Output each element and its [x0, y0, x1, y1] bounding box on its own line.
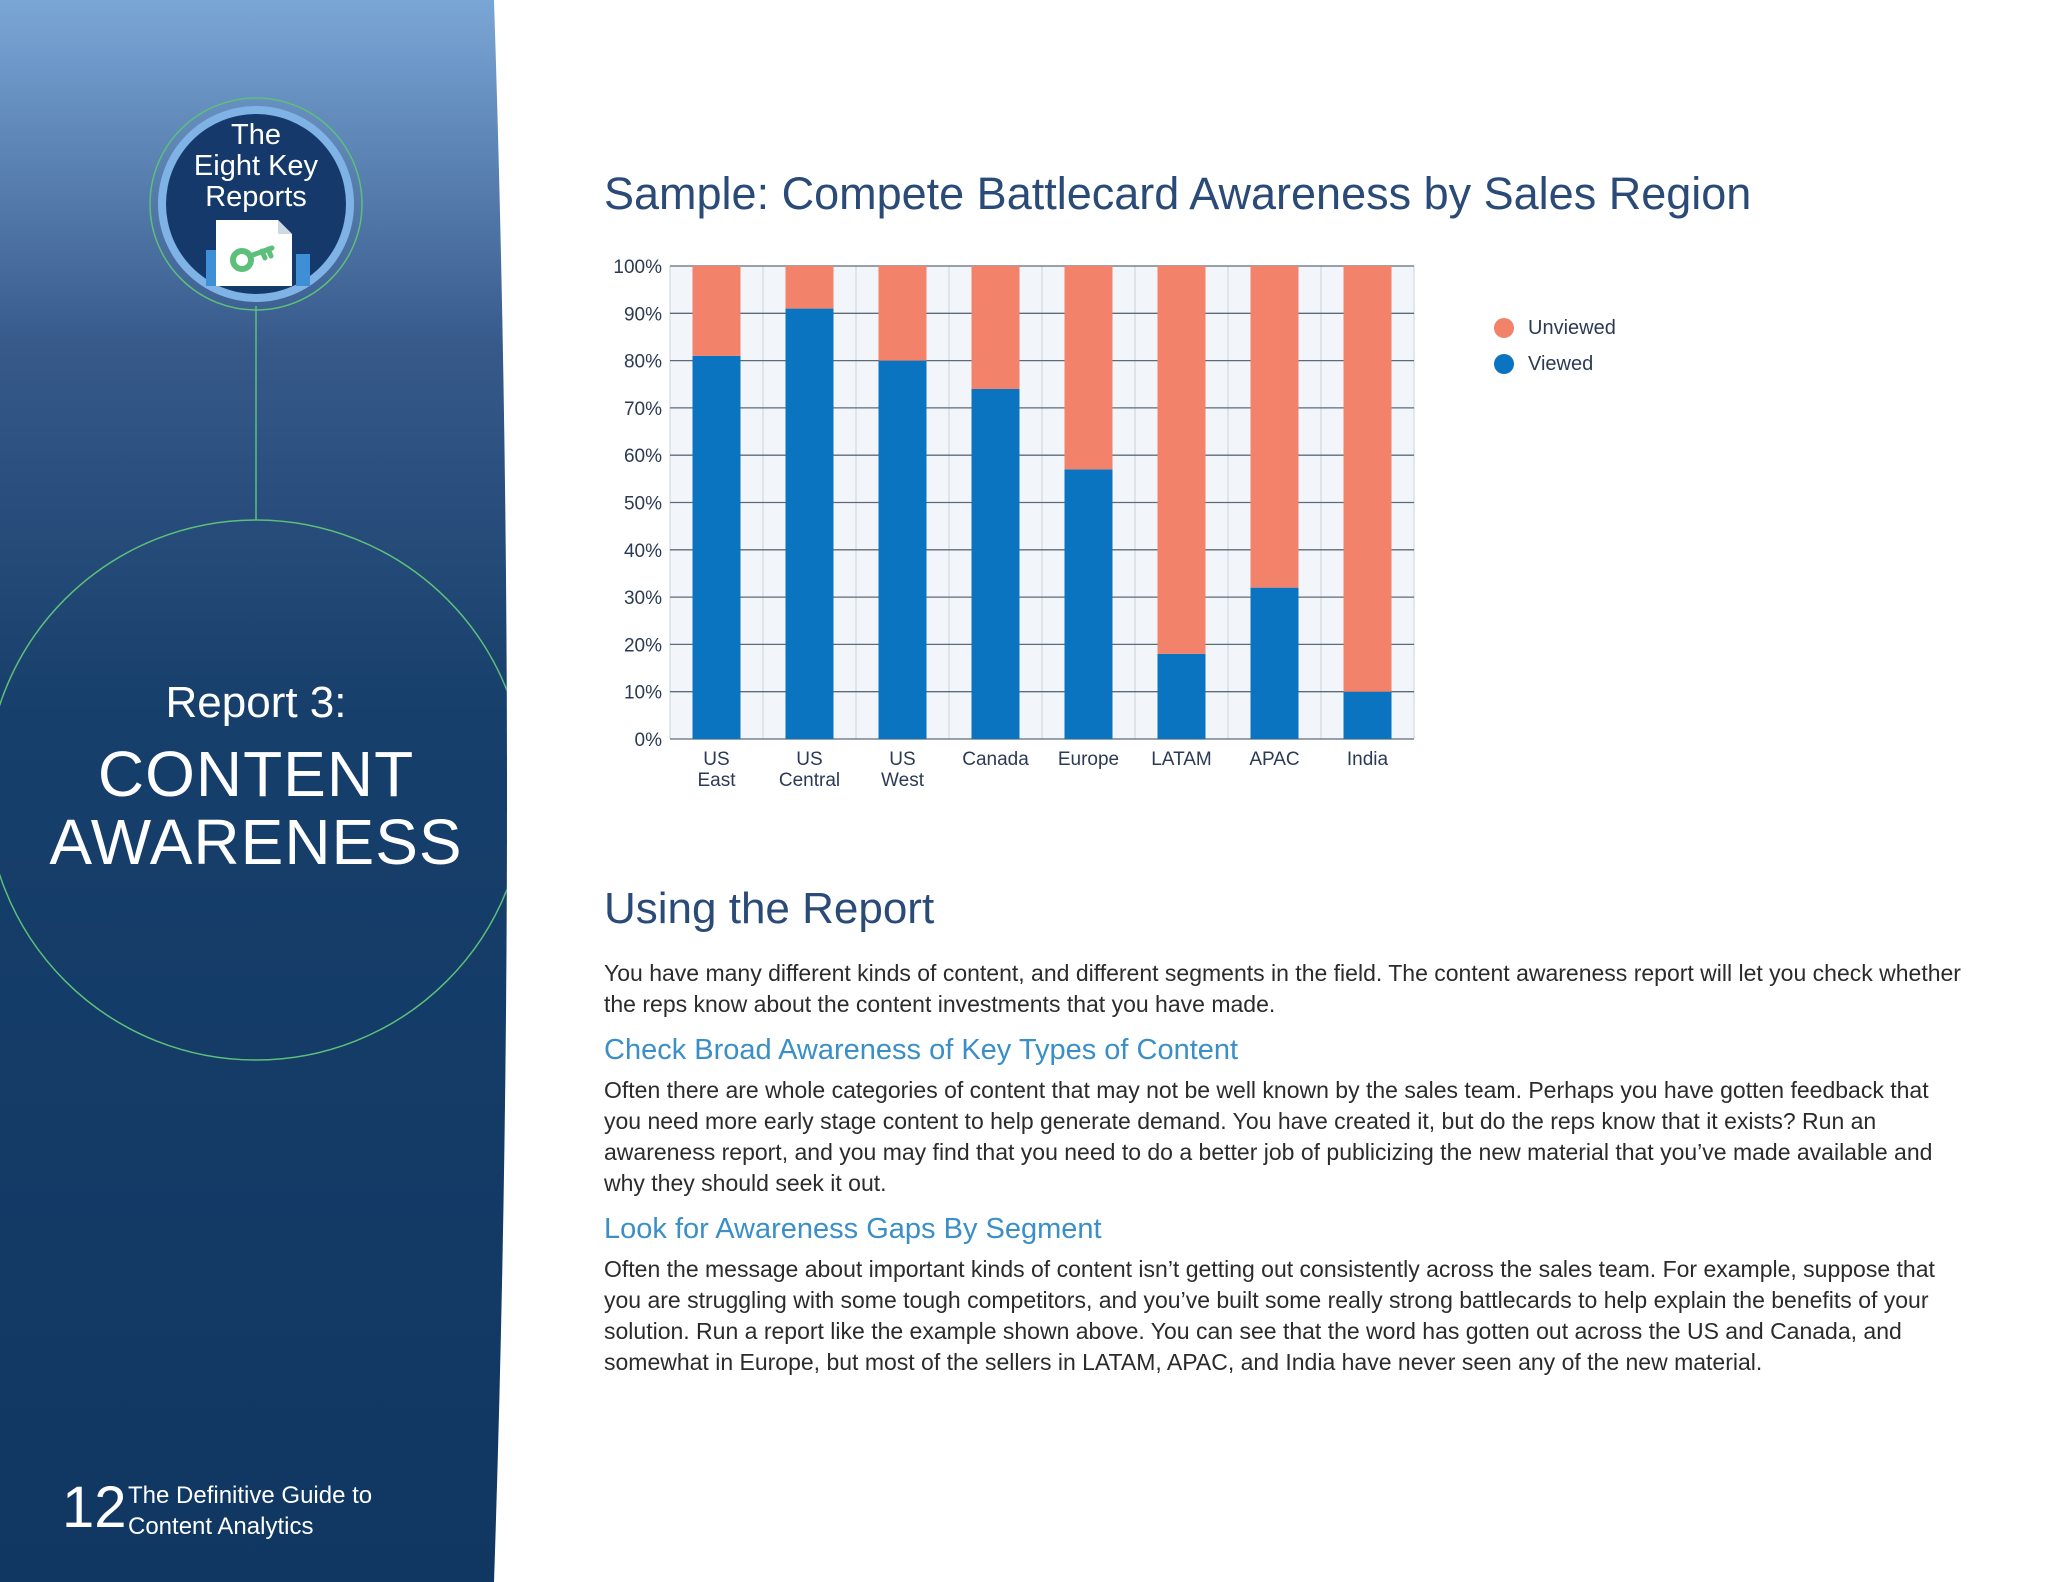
bar-viewed-apac — [1250, 587, 1299, 739]
y-tick-label: 0% — [635, 730, 663, 751]
chart-title: Sample: Compete Battlecard Awareness by … — [604, 168, 1752, 219]
report-circle — [0, 519, 507, 1061]
guide-title-line-2: Content Analytics — [128, 1513, 314, 1540]
stacked-bar-chart: 0%10%20%30%40%50%60%70%80%90%100% USEast… — [613, 257, 1415, 791]
subsection-heading-gaps: Look for Awareness Gaps By Segment — [604, 1213, 1102, 1245]
bar-unviewed-us-west — [878, 266, 927, 361]
legend-swatch-viewed — [1494, 354, 1514, 374]
document-key-icon — [216, 220, 292, 286]
legend-item-unviewed: Unviewed — [1494, 310, 1616, 346]
y-tick-label: 40% — [624, 541, 662, 562]
bar-unviewed-india — [1343, 266, 1392, 692]
x-tick-label: Central — [779, 770, 840, 791]
x-tick-label: East — [697, 770, 736, 791]
badge-line-1: The — [231, 119, 281, 151]
report-title: CONTENT AWARENESS — [40, 740, 472, 876]
guide-title: The Definitive Guide to Content Analytic… — [128, 1480, 372, 1542]
y-tick-label: 50% — [624, 494, 662, 515]
bar-viewed-us-central — [785, 308, 834, 739]
legend-label-unviewed: Unviewed — [1528, 316, 1616, 339]
y-tick-label: 90% — [624, 304, 662, 325]
legend-label-viewed: Viewed — [1528, 352, 1594, 375]
guide-title-line-1: The Definitive Guide to — [128, 1482, 373, 1509]
x-tick-label: US — [796, 749, 822, 770]
bar-viewed-europe — [1064, 469, 1113, 739]
bar-viewed-us-east — [692, 355, 741, 739]
page-number: 12 — [62, 1475, 127, 1540]
bar-unviewed-us-east — [692, 266, 741, 356]
chart-legend: Unviewed Viewed — [1494, 310, 1616, 382]
sidebar-background — [0, 0, 507, 1582]
bar-unviewed-apac — [1250, 266, 1299, 588]
y-tick-label: 60% — [624, 446, 662, 467]
x-tick-label: Europe — [1058, 749, 1119, 770]
badge-line-3: Reports — [205, 181, 307, 213]
x-tick-label: India — [1347, 749, 1389, 770]
legend-item-viewed: Viewed — [1494, 346, 1616, 382]
bar-unviewed-europe — [1064, 266, 1113, 470]
badge-text: The Eight Key Reports — [156, 120, 356, 213]
x-tick-label: LATAM — [1151, 749, 1212, 770]
bar-unviewed-canada — [971, 266, 1020, 389]
x-tick-label: West — [881, 770, 925, 791]
bar-viewed-latam — [1157, 653, 1206, 739]
badge-line-2: Eight Key — [193, 150, 319, 182]
y-tick-label: 30% — [624, 588, 662, 609]
y-tick-label: 10% — [624, 683, 662, 704]
subsection-text-gaps: Often the message about important kinds … — [604, 1256, 1935, 1375]
y-tick-label: 20% — [624, 635, 662, 656]
intro-paragraph: You have many different kinds of content… — [604, 960, 1961, 1017]
bar-viewed-canada — [971, 388, 1020, 739]
section-title: Using the Report — [604, 884, 935, 933]
report-title-line-1: CONTENT — [97, 738, 415, 810]
y-tick-label: 100% — [613, 257, 662, 278]
subsection-heading-awareness: Check Broad Awareness of Key Types of Co… — [604, 1034, 1239, 1066]
bar-unviewed-latam — [1157, 266, 1206, 654]
x-tick-label: Canada — [962, 749, 1029, 770]
bar-unviewed-us-central — [785, 266, 834, 309]
y-tick-label: 80% — [624, 352, 662, 373]
legend-swatch-unviewed — [1494, 318, 1514, 338]
bar-viewed-us-west — [878, 360, 927, 739]
sidebar: The Eight Key Reports Report 3: CONTENT … — [0, 0, 560, 1582]
subsection-text-awareness: Often there are whole categories of cont… — [604, 1077, 1933, 1196]
x-tick-label: US — [889, 749, 915, 770]
bar-viewed-india — [1343, 691, 1392, 739]
x-tick-label: APAC — [1249, 749, 1299, 770]
x-tick-label: US — [703, 749, 729, 770]
report-title-line-2: AWARENESS — [49, 806, 463, 878]
y-tick-label: 70% — [624, 399, 662, 420]
report-number: Report 3: — [165, 678, 347, 727]
